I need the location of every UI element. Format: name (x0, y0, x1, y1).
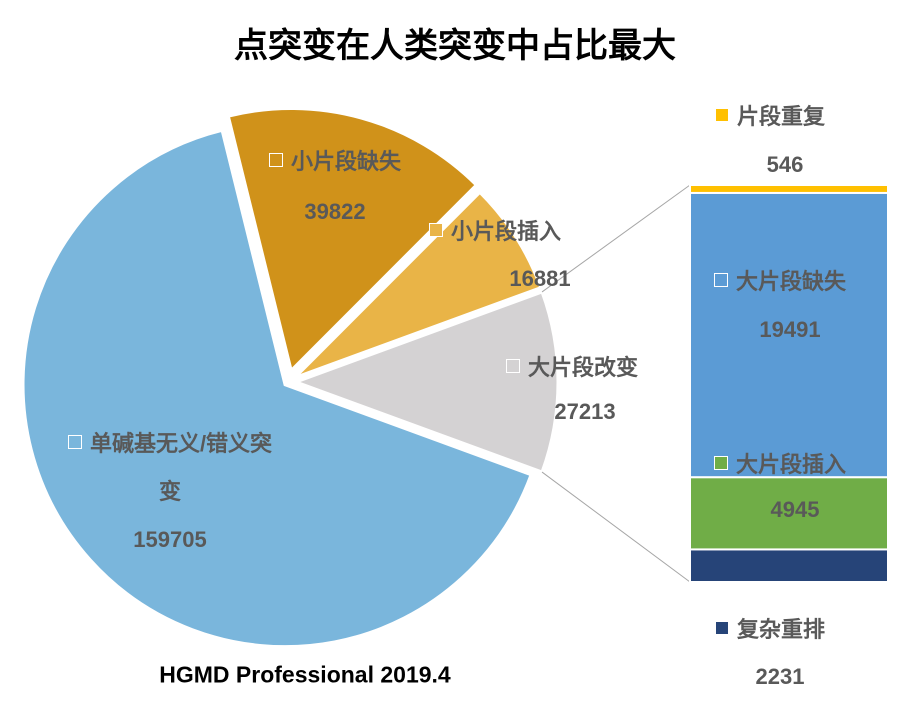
pie-slice (293, 190, 543, 380)
value-label: 159705 (133, 527, 207, 552)
data-label: 大片段插入 (713, 441, 847, 489)
bar-segment (689, 548, 889, 584)
data-label: 大片段缺失 (713, 258, 847, 306)
legend-marker (428, 223, 443, 237)
value-label: 16881 (509, 266, 571, 291)
legend-marker (713, 273, 728, 287)
connector-line (541, 471, 691, 583)
pie-slice (291, 290, 560, 474)
value-label: 27213 (554, 399, 616, 424)
category-label: 复杂重排 (736, 617, 826, 642)
value-label: 19491 (759, 317, 821, 342)
category-label: 小片段插入 (450, 219, 562, 244)
data-label: 复杂重排 (714, 606, 826, 654)
source-note: HGMD Professional 2019.4 (159, 661, 451, 688)
legend-marker (268, 153, 283, 167)
value-label: 39822 (304, 199, 366, 224)
pie-slice (226, 106, 479, 374)
bar-segment (689, 191, 889, 479)
data-label: 大片段改变 (505, 344, 639, 392)
category-label: 大片段改变 (527, 355, 639, 380)
connector-line (541, 184, 691, 293)
data-label: 片段重复 (714, 93, 826, 141)
legend-marker (505, 359, 520, 373)
value-label: 4945 (770, 497, 820, 522)
category-label: 小片段缺失 (290, 149, 402, 174)
data-label: 小片段插入 (428, 208, 562, 256)
legend-marker (67, 435, 82, 449)
category-label: 单碱基无义/错义突变 (89, 431, 273, 504)
category-label: 片段重复 (736, 104, 826, 129)
legend-marker (714, 621, 729, 635)
category-label: 大片段缺失 (735, 269, 847, 294)
category-label: 大片段插入 (735, 452, 847, 477)
value-label: 546 (766, 152, 804, 177)
legend-marker (713, 456, 728, 470)
pie-slice (21, 128, 533, 649)
bar-segment (689, 476, 889, 551)
value-label: 2231 (755, 664, 805, 689)
legend-marker (714, 108, 729, 122)
data-label: 单碱基无义/错义突变 (65, 420, 275, 516)
data-label: 小片段缺失 (268, 138, 402, 186)
chart-title: 点突变在人类突变中占比最大 (234, 27, 676, 65)
